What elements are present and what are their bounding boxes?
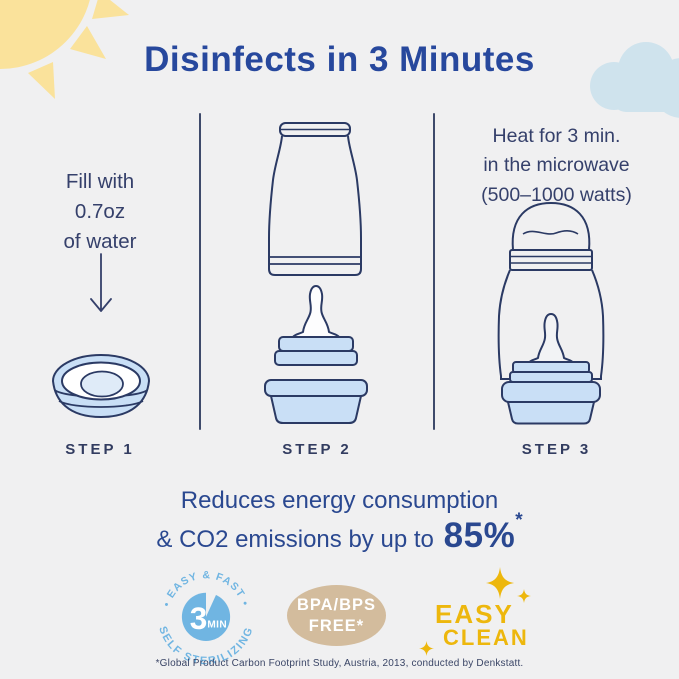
claim-line-2-prefix: & CO2 emissions by up to xyxy=(156,526,434,554)
easy-clean-line-1: EASY xyxy=(435,599,514,629)
sparkle-icon-small-right xyxy=(517,589,531,603)
badge-clock-wedge xyxy=(206,588,218,617)
easy-clean-badge: EASY CLEAN xyxy=(415,563,550,661)
column-divider-right xyxy=(433,113,435,430)
step3-label: STEP 3 xyxy=(521,441,592,458)
assembled-bottle-illustration xyxy=(497,201,605,425)
sterilizer-base-illustration xyxy=(264,379,368,424)
claim-line-2: & CO2 emissions by up to 85%* xyxy=(0,510,679,558)
badge-minutes-unit: MIN xyxy=(207,619,227,630)
down-arrow-icon xyxy=(90,253,112,312)
sun-icon xyxy=(0,0,129,99)
claim-line-1: Reduces energy consumption xyxy=(180,487,499,514)
sparkle-icon-large xyxy=(485,567,515,599)
claim-asterisk: * xyxy=(515,510,523,532)
nipple-on-ring-illustration xyxy=(274,285,358,366)
badge-clock-circle xyxy=(181,592,231,641)
bpa-free-badge: BPA/BPS FREE* xyxy=(287,585,386,646)
step1-label: STEP 1 xyxy=(65,441,135,458)
self-sterilizing-badge: • EASY & FAST • SELF STERILIZING 3 MIN xyxy=(156,569,254,667)
bottle-body-illustration xyxy=(268,122,362,276)
energy-claim: Reduces energy consumption & CO2 emissio… xyxy=(0,486,679,558)
page-title: Disinfects in 3 Minutes xyxy=(144,40,535,79)
column-divider-left xyxy=(199,113,201,430)
easy-clean-line-2: CLEAN xyxy=(443,625,529,650)
bpa-badge-line-2: FREE* xyxy=(308,616,365,635)
badge-minutes-number: 3 xyxy=(190,600,208,636)
footnote-text: *Global Product Carbon Footprint Study, … xyxy=(155,658,524,669)
cloud-icon xyxy=(590,42,679,118)
claim-highlight: 85% xyxy=(443,516,516,556)
sparkle-icon-small-left xyxy=(419,641,434,656)
step3-instruction: Heat for 3 min. in the microwave (500–10… xyxy=(481,125,632,206)
bpa-badge-line-1: BPA/BPS xyxy=(296,595,377,614)
step2-label: STEP 2 xyxy=(282,441,352,458)
water-bowl-illustration xyxy=(51,354,151,419)
step1-instruction: Fill with 0.7oz of water xyxy=(63,170,137,254)
